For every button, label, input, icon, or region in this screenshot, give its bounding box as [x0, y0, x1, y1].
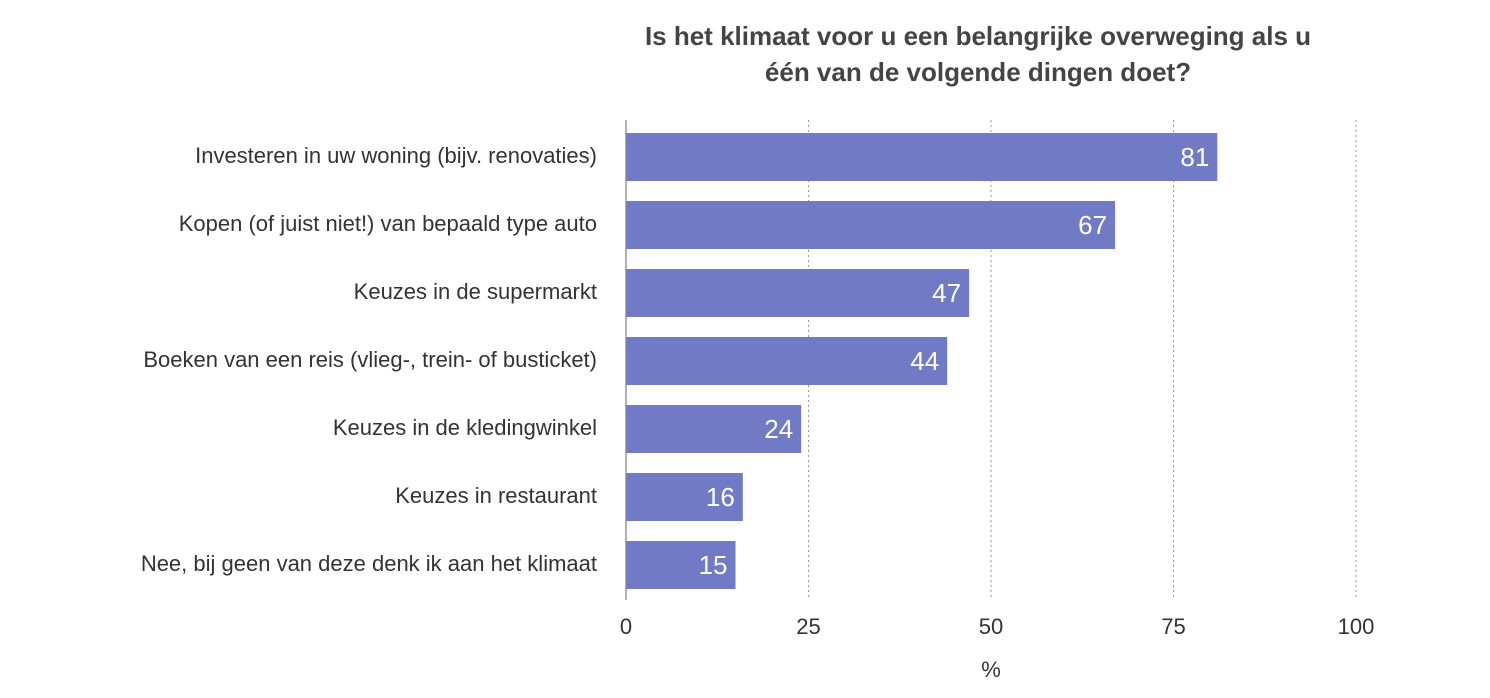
x-tick-label: 25 — [796, 614, 820, 639]
value-label: 47 — [932, 278, 961, 308]
bar — [626, 405, 802, 453]
y-tick-label: Keuzes in de kledingwinkel — [333, 415, 597, 440]
y-tick-label: Boeken van een reis (vlieg-, trein- of b… — [143, 347, 597, 372]
y-tick-label: Investeren in uw woning (bijv. renovatie… — [195, 143, 597, 168]
x-tick-label: 100 — [1338, 614, 1375, 639]
bar — [626, 201, 1116, 249]
bar — [626, 269, 970, 317]
chart-title: Is het klimaat voor u een belangrijke ov… — [644, 21, 1312, 87]
bar — [626, 337, 948, 385]
x-axis-label: % — [981, 657, 1001, 682]
value-label: 81 — [1180, 142, 1209, 172]
value-label: 44 — [910, 346, 939, 376]
y-tick-label: Kopen (of juist niet!) van bepaald type … — [179, 211, 597, 236]
y-tick-label: Nee, bij geen van deze denk ik aan het k… — [141, 551, 597, 576]
bar — [626, 473, 743, 521]
value-label: 24 — [764, 414, 793, 444]
y-tick-label: Keuzes in de supermarkt — [354, 279, 597, 304]
value-label: 15 — [699, 550, 728, 580]
value-label: 67 — [1078, 210, 1107, 240]
y-tick-label: Keuzes in restaurant — [395, 483, 597, 508]
x-tick-label: 75 — [1161, 614, 1185, 639]
x-tick-label: 50 — [979, 614, 1003, 639]
x-tick-label: 0 — [620, 614, 632, 639]
bar — [626, 541, 736, 589]
value-label: 16 — [706, 482, 735, 512]
bar — [626, 133, 1218, 181]
